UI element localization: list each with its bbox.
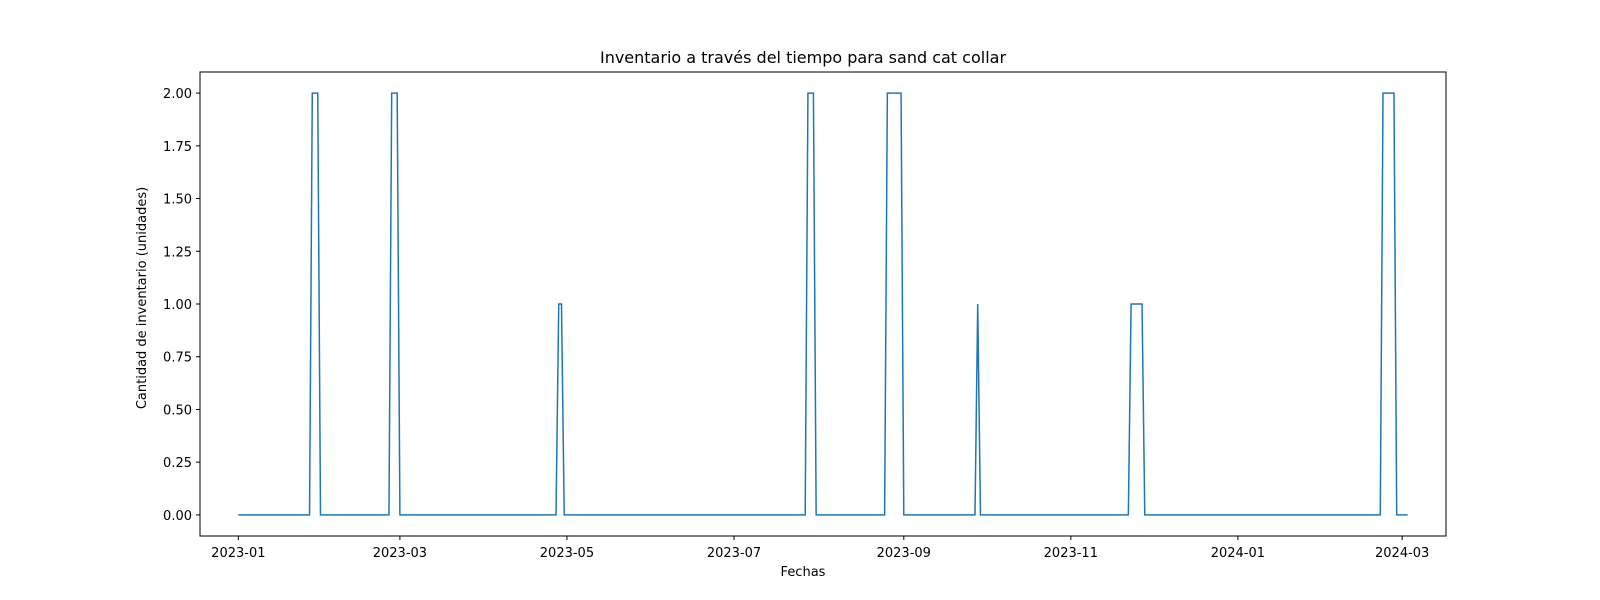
y-tick-label: 1.50	[163, 193, 192, 208]
y-tick-label: 0.50	[163, 403, 192, 418]
x-tick-label: 2023-07	[707, 546, 761, 561]
x-tick-label: 2023-03	[373, 546, 427, 561]
plot-frame	[199, 71, 1447, 537]
chart-title: Inventario a través del tiempo para sand…	[600, 48, 1006, 67]
plot-area: 0.00 0.25 0.50 0.75 1.00 1.25 1.50 1.75 2.00 2023…	[163, 71, 1447, 561]
y-tick-label: 0.75	[163, 351, 192, 366]
x-tick-label: 2024-03	[1375, 546, 1429, 561]
y-tick-label: 2.00	[163, 87, 192, 102]
y-tick-label: 0.25	[163, 456, 192, 471]
y-tick-label: 0.00	[163, 509, 192, 524]
x-tick-label: 2024-01	[1211, 546, 1265, 561]
y-axis-label: Cantidad de inventario (unidades)	[135, 187, 150, 409]
x-tick-label: 2023-09	[877, 546, 931, 561]
x-tick-label: 2023-11	[1044, 546, 1098, 561]
y-tick-label: 1.00	[163, 298, 192, 313]
y-tick-label: 1.75	[163, 140, 192, 155]
x-axis-label: Fechas	[781, 565, 826, 580]
x-tick-label: 2023-05	[540, 546, 594, 561]
series-line-0	[238, 92, 1408, 516]
y-tick-label: 1.25	[163, 245, 192, 260]
x-tick-label: 2023-01	[211, 546, 265, 561]
